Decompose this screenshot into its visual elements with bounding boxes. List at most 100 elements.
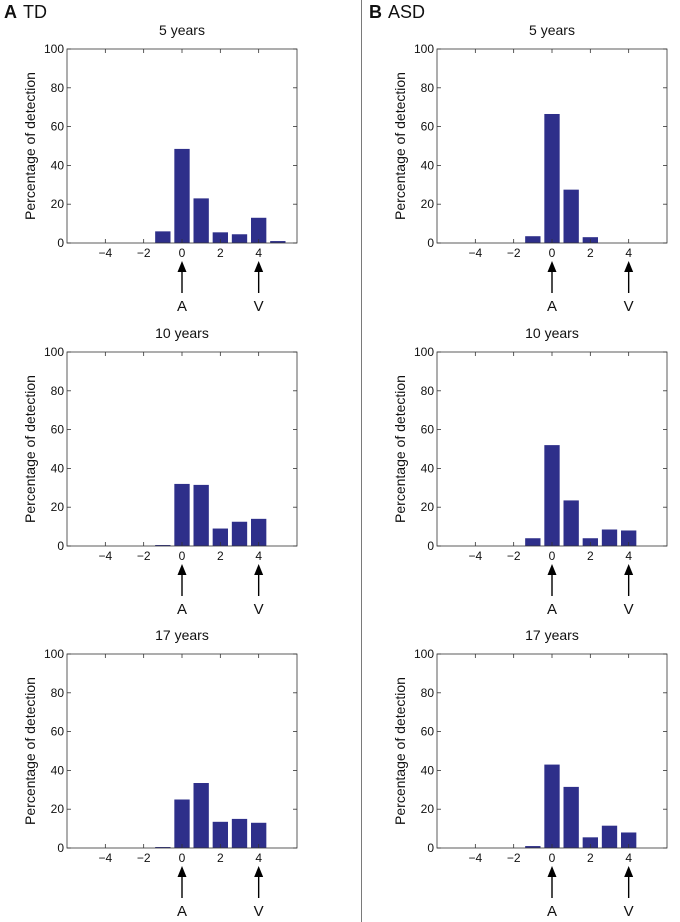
bar: [563, 500, 579, 546]
bar: [582, 837, 598, 848]
x-tick-label: 2: [587, 549, 594, 563]
x-tick-label: 4: [255, 851, 262, 865]
y-tick-label: 20: [51, 197, 65, 211]
y-axis-label: Percentage of detection: [392, 72, 408, 220]
bar: [212, 821, 228, 848]
marker-label: A: [177, 298, 187, 315]
bar: [251, 217, 267, 243]
y-tick-label: 40: [51, 158, 65, 172]
marker-arrow-head: [177, 261, 187, 272]
y-tick-label: 60: [421, 120, 435, 134]
marker-arrow-head: [547, 261, 557, 272]
y-tick-label: 100: [414, 647, 434, 661]
y-axis-label: Percentage of detection: [22, 677, 38, 825]
marker-arrow-head: [624, 866, 634, 877]
bar: [601, 529, 618, 546]
x-tick-label: −4: [468, 246, 482, 260]
x-tick-label: −2: [507, 851, 521, 865]
marker-arrow-head: [254, 564, 264, 575]
marker-label: A: [547, 601, 557, 618]
chart-title: 5 years: [529, 22, 575, 38]
marker-label: V: [254, 903, 264, 920]
marker-label: A: [177, 601, 187, 618]
marker-label: V: [254, 601, 264, 618]
bar: [601, 825, 618, 848]
y-tick-label: 20: [421, 802, 435, 816]
y-tick-label: 0: [57, 841, 64, 855]
bar: [544, 764, 560, 848]
x-tick-label: −4: [468, 549, 482, 563]
y-tick-label: 0: [57, 236, 64, 250]
marker-label: V: [624, 601, 634, 618]
y-tick-label: 40: [51, 461, 65, 475]
bar: [544, 113, 560, 244]
marker-label: V: [254, 298, 264, 315]
x-tick-label: 0: [179, 549, 186, 563]
x-tick-label: −4: [98, 549, 112, 563]
marker-label: A: [177, 903, 187, 920]
marker-arrow-head: [547, 564, 557, 575]
bar: [251, 822, 267, 848]
marker-arrow-head: [254, 261, 264, 272]
x-tick-label: −2: [137, 851, 151, 865]
bar: [174, 148, 190, 243]
y-tick-label: 100: [44, 42, 64, 56]
panel-a-letter: A: [4, 2, 17, 22]
x-tick-label: 4: [625, 549, 632, 563]
y-tick-label: 80: [421, 384, 435, 398]
x-tick-label: 0: [549, 549, 556, 563]
y-tick-label: 60: [421, 725, 435, 739]
x-tick-label: 2: [217, 851, 224, 865]
y-axis-label: Percentage of detection: [22, 72, 38, 220]
y-tick-label: 80: [51, 384, 65, 398]
y-tick-label: 40: [421, 763, 435, 777]
y-tick-label: 20: [421, 197, 435, 211]
y-tick-label: 60: [51, 120, 65, 134]
marker-arrow-head: [624, 564, 634, 575]
panel-a-group: TD: [23, 2, 47, 22]
bar: [193, 198, 209, 243]
y-tick-label: 0: [427, 841, 434, 855]
y-tick-label: 20: [51, 500, 65, 514]
y-tick-label: 0: [57, 539, 64, 553]
bar: [544, 445, 560, 546]
x-tick-label: −2: [137, 549, 151, 563]
y-tick-label: 100: [414, 42, 434, 56]
y-tick-label: 80: [421, 686, 435, 700]
chart-1: 5 years Percentage of detection 0 20 40 60 80 1…: [22, 22, 298, 315]
bar: [155, 545, 171, 546]
x-tick-label: 0: [179, 246, 186, 260]
y-tick-label: 40: [421, 461, 435, 475]
x-tick-label: 4: [625, 246, 632, 260]
bar: [525, 846, 541, 848]
x-tick-label: 2: [587, 851, 594, 865]
bar: [563, 786, 579, 848]
bar: [231, 818, 248, 848]
x-tick-label: 2: [217, 549, 224, 563]
y-tick-label: 100: [44, 345, 64, 359]
chart-title: 17 years: [525, 627, 579, 643]
y-tick-label: 80: [421, 81, 435, 95]
bar: [621, 832, 637, 848]
bar: [193, 484, 209, 546]
chart-title: 5 years: [159, 22, 205, 38]
y-tick-label: 0: [427, 539, 434, 553]
bar: [270, 241, 286, 243]
marker-label: V: [624, 298, 634, 315]
marker-label: V: [624, 903, 634, 920]
panel-b-group: ASD: [388, 2, 426, 22]
marker-arrow-head: [254, 866, 264, 877]
x-tick-label: −4: [98, 851, 112, 865]
x-tick-label: 0: [549, 246, 556, 260]
bar: [193, 783, 209, 848]
chart-title: 10 years: [155, 325, 209, 341]
bar: [155, 231, 171, 243]
y-tick-label: 80: [51, 81, 65, 95]
y-tick-label: 0: [427, 236, 434, 250]
